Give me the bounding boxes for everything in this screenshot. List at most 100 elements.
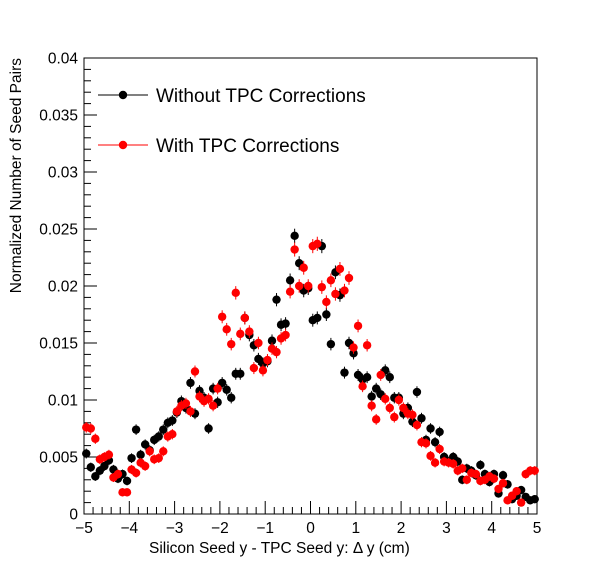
data-point [236, 329, 245, 339]
x-tick-label: 1 [351, 520, 360, 537]
data-point [267, 336, 277, 345]
x-tick-label: −3 [166, 520, 184, 537]
data-point [335, 264, 345, 274]
data-point [371, 384, 381, 393]
data-point [340, 286, 349, 295]
y-tick-label: 0.015 [39, 336, 78, 353]
data-point [294, 281, 304, 291]
data-point [86, 463, 95, 472]
data-point [100, 461, 109, 471]
data-point [204, 394, 213, 404]
data-point [159, 447, 168, 456]
y-tick-label: 0.02 [48, 279, 78, 296]
data-point [136, 450, 145, 459]
data-point [145, 447, 154, 456]
data-point [222, 325, 231, 334]
data-point [426, 451, 435, 461]
x-tick-label: −4 [120, 520, 138, 537]
data-point [435, 444, 444, 454]
legend: Without TPC Corrections With TPC Correct… [98, 86, 366, 157]
data-point [313, 239, 322, 249]
x-tick-label: 5 [533, 520, 542, 537]
data-point [290, 231, 299, 241]
data-point [299, 263, 308, 272]
data-point [417, 414, 426, 423]
data-point [408, 410, 417, 420]
data-point [281, 319, 290, 328]
data-point [258, 366, 268, 375]
data-point [285, 287, 295, 296]
data-point [227, 393, 236, 402]
data-point [322, 297, 331, 307]
data-point [272, 347, 281, 357]
data-point [281, 330, 290, 340]
data-point [367, 401, 376, 410]
data-point [159, 425, 168, 434]
x-axis-label: Silicon Seed y - TPC Seed y: Δ y (cm) [149, 540, 410, 557]
data-point [376, 370, 385, 380]
data-point [462, 475, 471, 484]
data-point [285, 276, 295, 285]
data-point [122, 488, 132, 497]
series-without-tpc-corrections [82, 228, 539, 505]
data-point [385, 373, 394, 382]
data-point [399, 403, 408, 413]
data-point [344, 273, 354, 283]
data-point [530, 466, 539, 475]
data-point [394, 395, 404, 405]
data-point [512, 487, 521, 496]
data-point [272, 295, 281, 304]
data-point [430, 458, 440, 467]
data-point [245, 327, 254, 336]
data-point [213, 384, 222, 393]
data-point [131, 468, 141, 478]
data-point [313, 313, 322, 323]
data-point [82, 449, 91, 458]
data-point [349, 343, 358, 352]
y-tick-label: 0.01 [48, 393, 78, 410]
x-tick-label: 3 [442, 520, 451, 537]
data-point [240, 313, 250, 323]
data-point [131, 425, 141, 434]
y-tick-label: 0.04 [48, 51, 79, 68]
data-point [494, 484, 503, 494]
data-point [140, 440, 150, 449]
y-tick-label: 0.035 [39, 108, 78, 125]
data-point [168, 416, 177, 425]
data-point [172, 407, 182, 416]
data-point [358, 382, 367, 391]
legend-marker-with [118, 140, 128, 150]
data-point [367, 392, 376, 401]
data-point [326, 339, 336, 349]
y-tick-label: 0.005 [39, 450, 78, 467]
x-tick-label: 4 [487, 520, 496, 537]
data-point [186, 378, 195, 388]
legend-label-with: With TPC Corrections [156, 136, 339, 157]
y-axis-label: Normalized Number of Seed Pairs [8, 58, 25, 293]
data-point [412, 420, 422, 430]
data-point [290, 245, 299, 254]
data-point [371, 415, 381, 424]
data-point [498, 479, 508, 488]
x-tick-label: 2 [397, 520, 406, 537]
data-point [498, 471, 508, 480]
data-point [127, 453, 136, 463]
data-point [113, 469, 123, 479]
data-point [340, 368, 349, 377]
data-point [530, 494, 539, 504]
data-point [362, 373, 372, 382]
series-with-tpc-corrections [82, 236, 539, 507]
data-point [217, 312, 227, 321]
legend-label-without: Without TPC Corrections [156, 86, 366, 107]
data-point [231, 288, 240, 298]
data-point [489, 474, 499, 483]
data-point [208, 401, 218, 410]
axes: −5 −4 −3 −2 −1 0 1 2 3 4 5 0 0.005 0.01 0.015 0.02 0.025… [39, 51, 541, 538]
data-point [458, 464, 467, 473]
data-point [326, 276, 336, 285]
data-point [448, 459, 458, 469]
data-point [412, 387, 422, 397]
data-point [186, 407, 195, 416]
data-point [331, 289, 340, 299]
